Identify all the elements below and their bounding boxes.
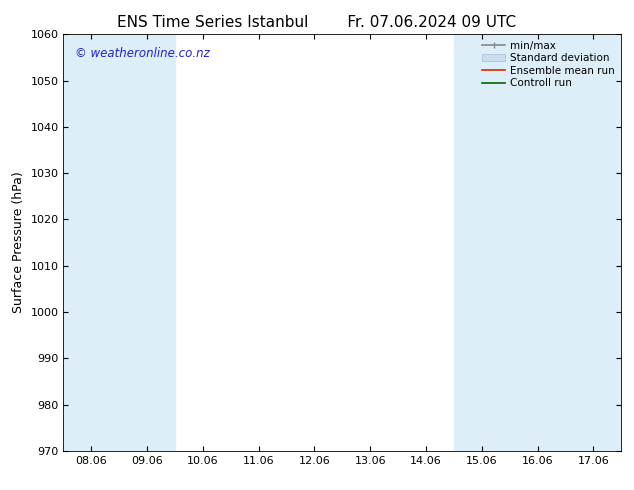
Legend: min/max, Standard deviation, Ensemble mean run, Controll run: min/max, Standard deviation, Ensemble me… — [478, 36, 619, 93]
Bar — [454, 34, 510, 451]
Text: ENS Time Series Istanbul        Fr. 07.06.2024 09 UTC: ENS Time Series Istanbul Fr. 07.06.2024 … — [117, 15, 517, 30]
Bar — [566, 34, 621, 451]
Text: © weatheronline.co.nz: © weatheronline.co.nz — [75, 47, 209, 60]
Bar — [63, 34, 119, 451]
Bar — [119, 34, 175, 451]
Y-axis label: Surface Pressure (hPa): Surface Pressure (hPa) — [12, 172, 25, 314]
Bar — [510, 34, 566, 451]
